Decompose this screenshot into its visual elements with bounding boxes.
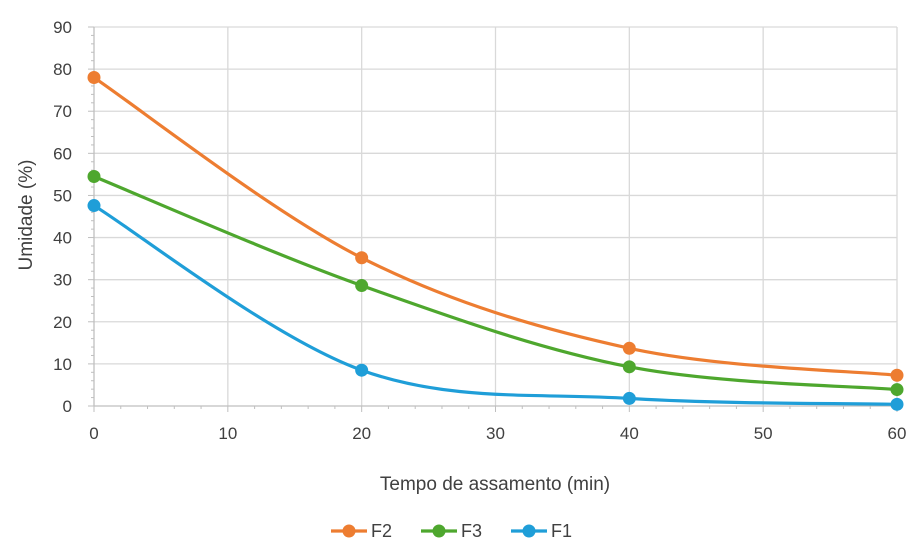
- data-point-f3: [355, 279, 369, 293]
- data-point-f1: [355, 363, 369, 377]
- gridlines: [94, 26, 898, 406]
- legend-label-f1: F1: [551, 521, 572, 541]
- x-tick-label: 50: [754, 424, 773, 443]
- y-tick-label: 50: [53, 186, 72, 205]
- axes: [88, 26, 898, 412]
- y-tick-label: 90: [53, 18, 72, 37]
- x-axis-title: Tempo de assamento (min): [380, 474, 610, 495]
- data-point-f1: [890, 397, 904, 411]
- data-point-f2: [890, 368, 904, 382]
- legend: F2 F3 F1: [331, 521, 572, 541]
- series-line-f3: [93, 175, 898, 392]
- legend-label-f3: F3: [461, 521, 482, 541]
- y-tick-labels: 0 10 20 30 40 50 60 70 80 90: [53, 18, 72, 416]
- x-tick-label: 0: [89, 424, 98, 443]
- y-tick-label: 0: [63, 397, 72, 416]
- y-tick-label: 40: [53, 229, 72, 248]
- legend-marker-f1: [522, 524, 536, 538]
- legend-label-f2: F2: [371, 521, 392, 541]
- legend-marker-f3: [432, 524, 446, 538]
- x-tick-label: 30: [486, 424, 505, 443]
- legend-marker-f2: [342, 524, 356, 538]
- y-tick-label: 30: [53, 271, 72, 290]
- y-tick-label: 20: [53, 313, 72, 332]
- data-point-f3: [890, 383, 904, 397]
- x-tick-label: 10: [218, 424, 237, 443]
- data-point-f1: [87, 199, 101, 213]
- data-point-f1: [622, 391, 636, 405]
- y-tick-label: 60: [53, 144, 72, 163]
- y-tick-label: 10: [53, 355, 72, 374]
- data-point-f2: [622, 341, 636, 355]
- data-point-f3: [87, 169, 101, 183]
- x-tick-labels: 0 10 20 30 40 50 60: [89, 424, 906, 443]
- x-tick-label: 40: [620, 424, 639, 443]
- x-tick-label: 60: [888, 424, 907, 443]
- data-point-f2: [355, 251, 369, 265]
- series-line-f2: [93, 76, 898, 377]
- y-axis-title: Umidade (%): [16, 160, 37, 271]
- x-tick-label: 20: [352, 424, 371, 443]
- y-tick-label: 80: [53, 60, 72, 79]
- series-line-f1: [93, 204, 898, 406]
- data-point-f2: [87, 71, 101, 85]
- y-tick-label: 70: [53, 102, 72, 121]
- series-layer: [87, 71, 904, 411]
- data-point-f3: [622, 360, 636, 374]
